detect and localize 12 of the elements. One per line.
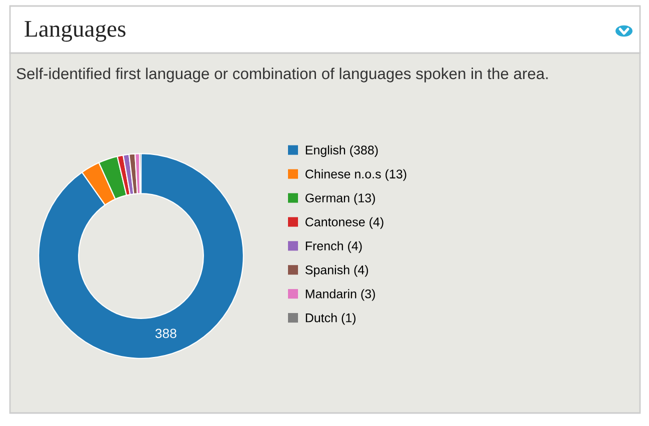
- legend-label: Chinese n.o.s (13): [306, 169, 406, 181]
- legend-label: Cantonese (4): [306, 217, 384, 229]
- legend-label: English (388): [306, 145, 378, 157]
- legend-label: Spanish (4): [305, 265, 368, 277]
- legend-label: Mandarin (3): [306, 289, 375, 301]
- data-label: 388: [155, 328, 176, 338]
- chart-subtitle: Self-identified first language or combination of languages spoken in the area.: [16, 68, 548, 82]
- donut-slice: [38, 153, 244, 359]
- chart-title: Languages: [24, 21, 126, 42]
- legend-label: Dutch (1): [306, 313, 356, 325]
- legend-label: French (4): [306, 241, 362, 253]
- legend-label: German (13): [306, 193, 375, 205]
